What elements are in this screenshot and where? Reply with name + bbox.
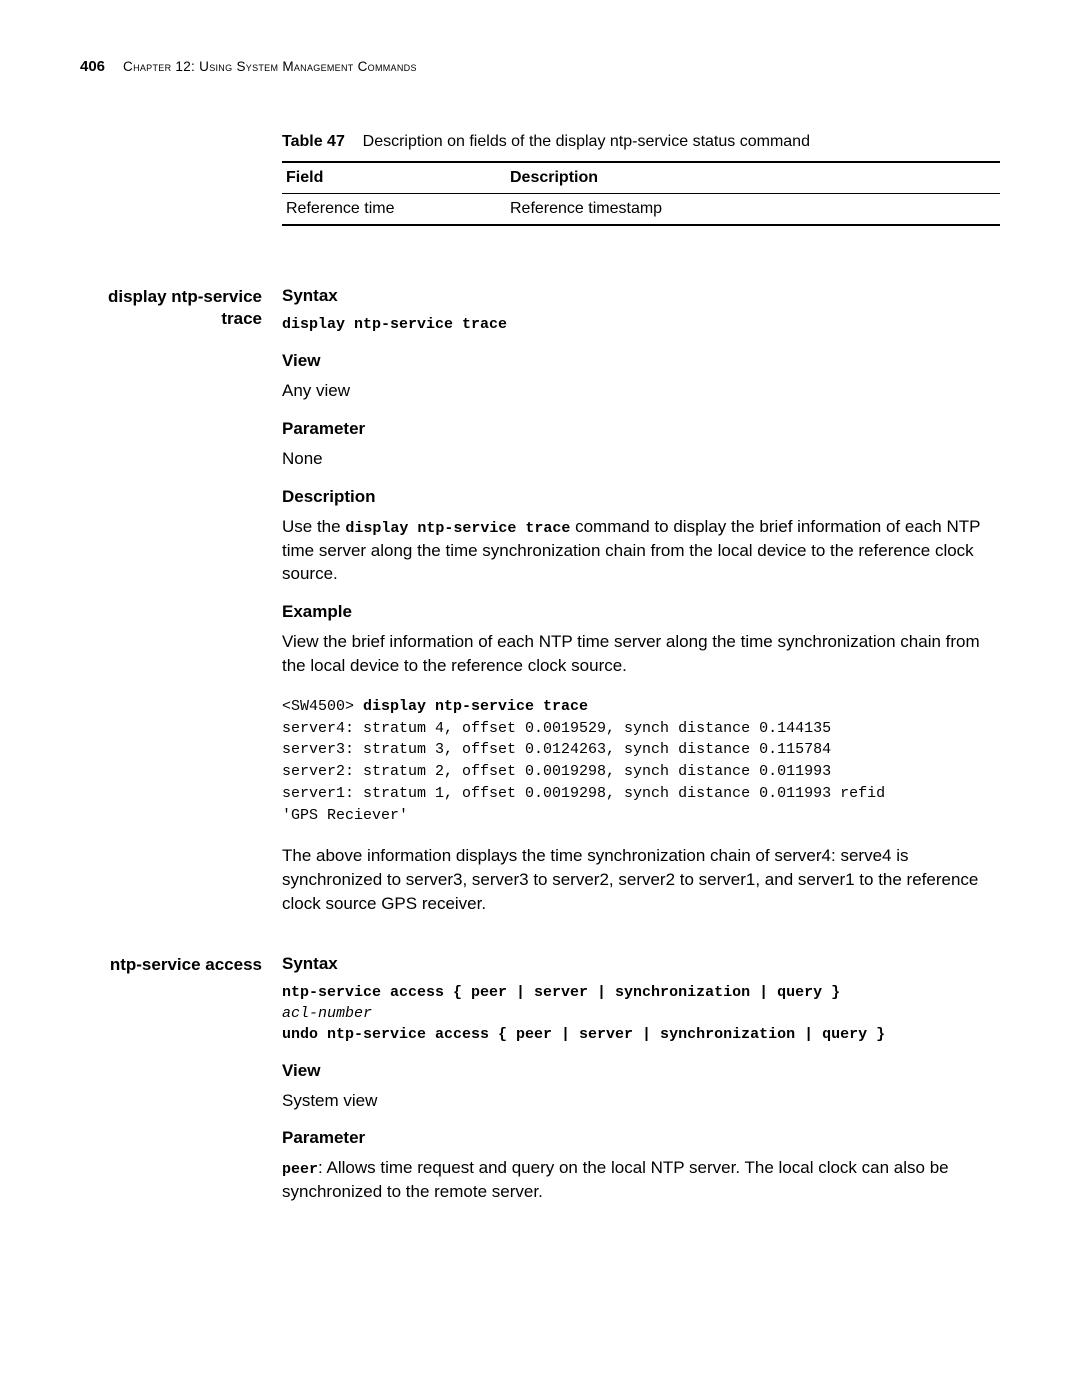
example-prompt: <SW4500> <box>282 698 363 715</box>
table-caption: Table 47 Description on fields of the di… <box>282 133 1000 151</box>
syntax-block: ntp-service access { peer | server | syn… <box>282 982 1000 1045</box>
view-heading: View <box>282 351 1000 371</box>
parameter-text: None <box>282 447 1000 471</box>
peer-keyword: peer <box>282 1161 318 1178</box>
example-command: display ntp-service trace <box>363 698 588 715</box>
table-cell-description: Reference timestamp <box>506 194 1000 226</box>
section-display-ntp-service-trace: display ntp-service trace Syntax display… <box>80 286 1000 932</box>
example-intro: View the brief information of each NTP t… <box>282 630 1000 678</box>
chapter-title: Chapter 12: Using System Management Comm… <box>123 59 417 74</box>
page-container: 406 Chapter 12: Using System Management … <box>0 0 1080 1280</box>
table-number: Table 47 <box>282 133 345 150</box>
description-paragraph: Use the display ntp-service trace comman… <box>282 515 1000 587</box>
syntax-heading: Syntax <box>282 286 1000 306</box>
table-header-description: Description <box>506 162 1000 194</box>
field-description-table: Field Description Reference time Referen… <box>282 161 1000 226</box>
syntax-line-2: acl-number <box>282 1003 1000 1024</box>
table-caption-text: Description on fields of the display ntp… <box>363 133 810 150</box>
parameter-heading: Parameter <box>282 1128 1000 1148</box>
table-header-field: Field <box>282 162 506 194</box>
description-command: display ntp-service trace <box>345 520 570 537</box>
section-label: ntp-service access <box>80 954 262 976</box>
syntax-line-1: ntp-service access { peer | server | syn… <box>282 982 1000 1003</box>
view-heading: View <box>282 1061 1000 1081</box>
example-output: <SW4500> display ntp-service trace serve… <box>282 696 1000 827</box>
syntax-line-3: undo ntp-service access { peer | server … <box>282 1024 1000 1045</box>
description-heading: Description <box>282 487 1000 507</box>
parameter-peer: peer: Allows time request and query on t… <box>282 1156 1000 1204</box>
description-pre: Use the <box>282 517 345 536</box>
example-lines: server4: stratum 4, offset 0.0019529, sy… <box>282 720 885 824</box>
view-text: System view <box>282 1089 1000 1113</box>
table-cell-field: Reference time <box>282 194 506 226</box>
parameter-heading: Parameter <box>282 419 1000 439</box>
page-number: 406 <box>80 58 105 75</box>
example-heading: Example <box>282 602 1000 622</box>
view-text: Any view <box>282 379 1000 403</box>
syntax-heading: Syntax <box>282 954 1000 974</box>
section-label: display ntp-service trace <box>80 286 262 330</box>
table-row: Reference time Reference timestamp <box>282 194 1000 226</box>
table-region: Table 47 Description on fields of the di… <box>80 133 1000 226</box>
example-summary: The above information displays the time … <box>282 844 1000 915</box>
running-header: 406 Chapter 12: Using System Management … <box>80 58 1000 75</box>
section-ntp-service-access: ntp-service access Syntax ntp-service ac… <box>80 954 1000 1221</box>
peer-description: : Allows time request and query on the l… <box>282 1158 949 1201</box>
syntax-command: display ntp-service trace <box>282 314 1000 335</box>
